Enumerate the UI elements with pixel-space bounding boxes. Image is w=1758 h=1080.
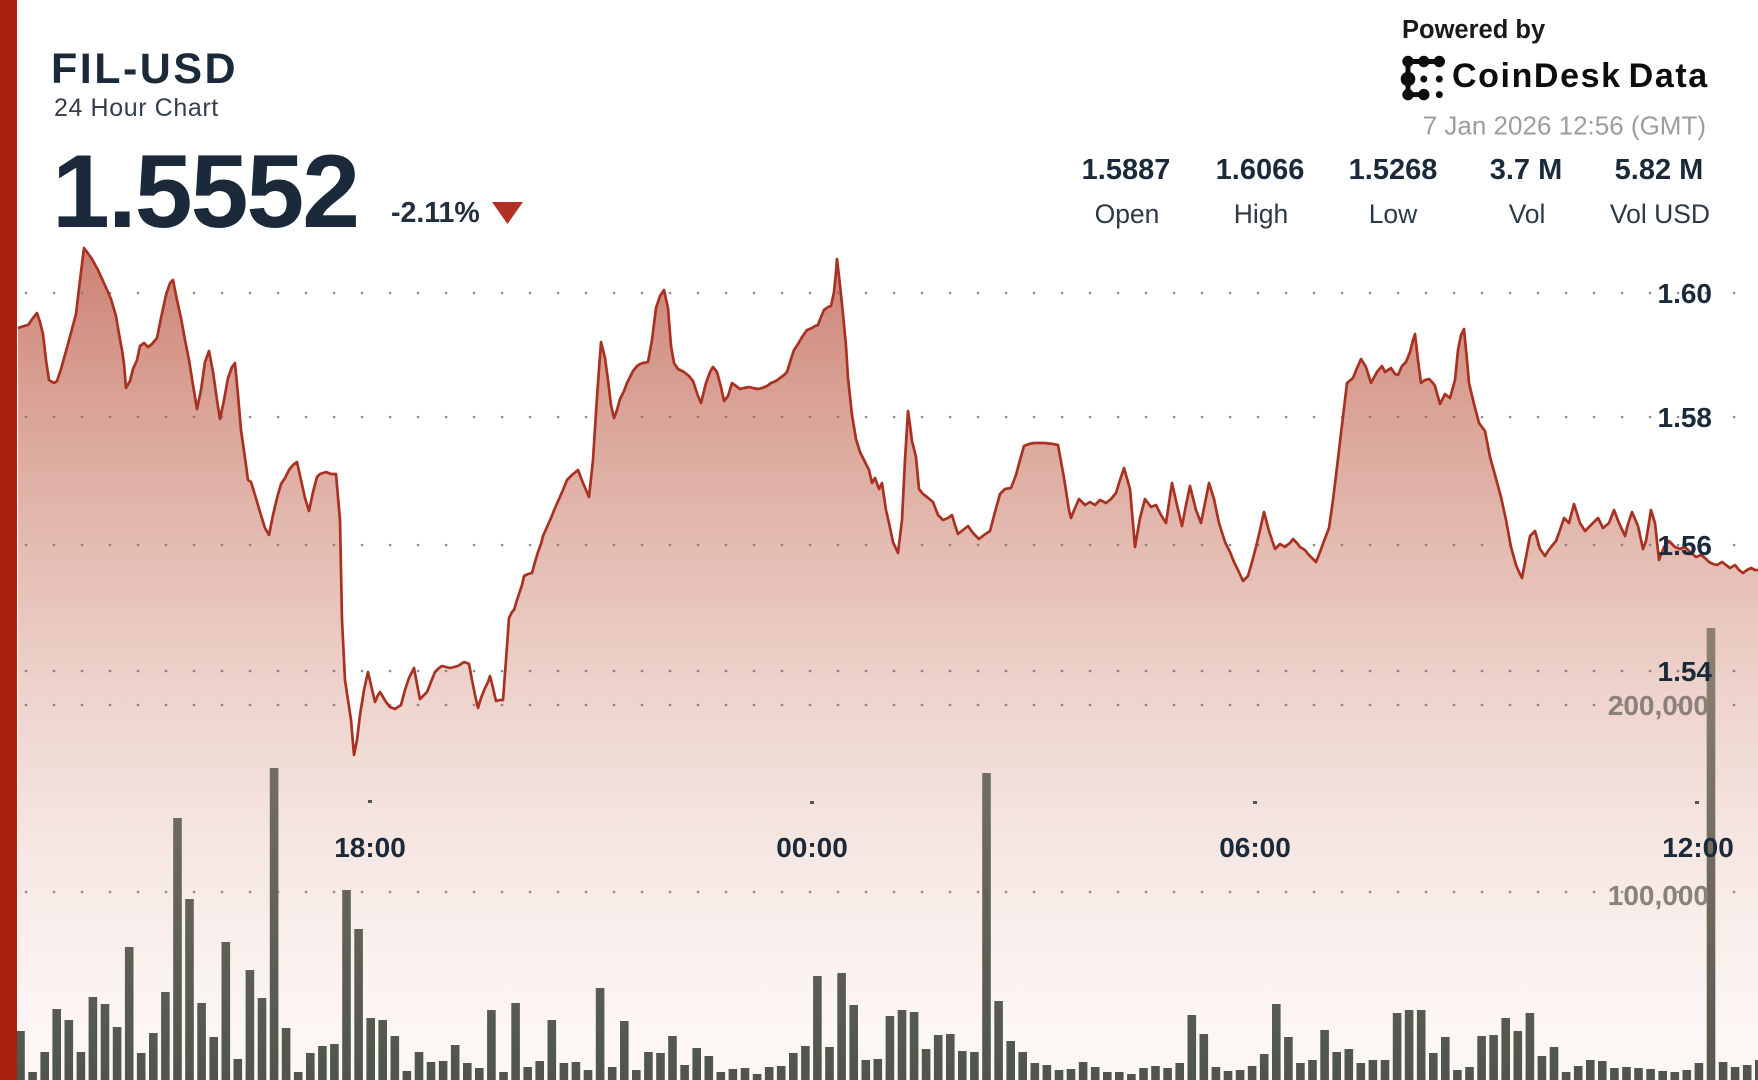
svg-text:1.5887: 1.5887 bbox=[1082, 154, 1171, 186]
svg-text:5.82 M: 5.82 M bbox=[1615, 154, 1704, 186]
svg-text:Open: Open bbox=[1095, 199, 1160, 229]
svg-text:3.7 M: 3.7 M bbox=[1490, 154, 1563, 186]
svg-text:1.58: 1.58 bbox=[1658, 402, 1713, 433]
svg-text:7 Jan 2026 12:56 (GMT): 7 Jan 2026 12:56 (GMT) bbox=[1423, 111, 1706, 141]
svg-text:Vol USD: Vol USD bbox=[1610, 199, 1710, 229]
svg-text:18:00: 18:00 bbox=[334, 832, 406, 863]
svg-text:200,000: 200,000 bbox=[1608, 690, 1709, 721]
svg-text:FIL-USD: FIL-USD bbox=[51, 45, 238, 93]
svg-text:1.56: 1.56 bbox=[1658, 530, 1713, 561]
svg-text:1.60: 1.60 bbox=[1658, 278, 1713, 309]
svg-text:Vol: Vol bbox=[1509, 199, 1546, 229]
svg-text:24 Hour Chart: 24 Hour Chart bbox=[54, 94, 219, 122]
svg-text:Powered by: Powered by bbox=[1402, 16, 1546, 44]
svg-text:06:00: 06:00 bbox=[1219, 832, 1291, 863]
svg-text:CoinDesk Data: CoinDesk Data bbox=[1452, 57, 1709, 95]
svg-text:1.6066: 1.6066 bbox=[1216, 154, 1305, 186]
svg-text:High: High bbox=[1234, 199, 1289, 229]
svg-text:-2.11%: -2.11% bbox=[391, 197, 480, 229]
svg-text:1.5268: 1.5268 bbox=[1349, 154, 1438, 186]
svg-text:1.54: 1.54 bbox=[1658, 656, 1713, 687]
svg-text:12:00: 12:00 bbox=[1662, 832, 1734, 863]
svg-text:Low: Low bbox=[1369, 199, 1418, 229]
svg-text:00:00: 00:00 bbox=[776, 832, 848, 863]
svg-text:1.5552: 1.5552 bbox=[52, 134, 358, 250]
svg-text:100,000: 100,000 bbox=[1608, 880, 1709, 911]
